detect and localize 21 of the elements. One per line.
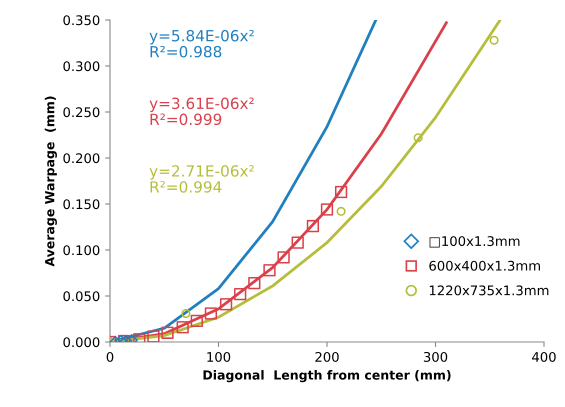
x-tick-label: 400 bbox=[532, 352, 556, 362]
legend-label: □100x1.3mm bbox=[430, 236, 520, 248]
y-tick-label: 0.150 bbox=[63, 199, 100, 210]
x-tick-label: 300 bbox=[424, 352, 448, 362]
annotation: y=3.61E-06x² R²=0.999 bbox=[150, 98, 254, 126]
annotation: y=5.84E-06x² R²=0.988 bbox=[150, 30, 254, 58]
legend-label: 1220x735x1.3mm bbox=[430, 285, 548, 296]
legend-label: 600x400x1.3mm bbox=[429, 260, 540, 271]
x-axis-title: Diagonal Length from center (mm) bbox=[204, 370, 451, 382]
x-tick-label: 100 bbox=[207, 352, 230, 362]
x-tick-label: 200 bbox=[315, 352, 339, 362]
x-tick-label: 0 bbox=[106, 352, 114, 362]
y-tick-label: 0.250 bbox=[63, 107, 100, 118]
annotation: y=2.71E-06x² R²=0.994 bbox=[150, 165, 254, 193]
y-tick-label: 0.100 bbox=[63, 245, 100, 256]
y-tick-label: 0.050 bbox=[63, 291, 100, 302]
y-tick-label: 0.350 bbox=[63, 15, 100, 26]
y-tick-label: 0.200 bbox=[63, 153, 100, 164]
y-axis-title: Average Warpage (mm) bbox=[44, 96, 57, 267]
y-tick-label: 0.000 bbox=[63, 337, 100, 348]
y-tick-label: 0.300 bbox=[63, 61, 100, 72]
